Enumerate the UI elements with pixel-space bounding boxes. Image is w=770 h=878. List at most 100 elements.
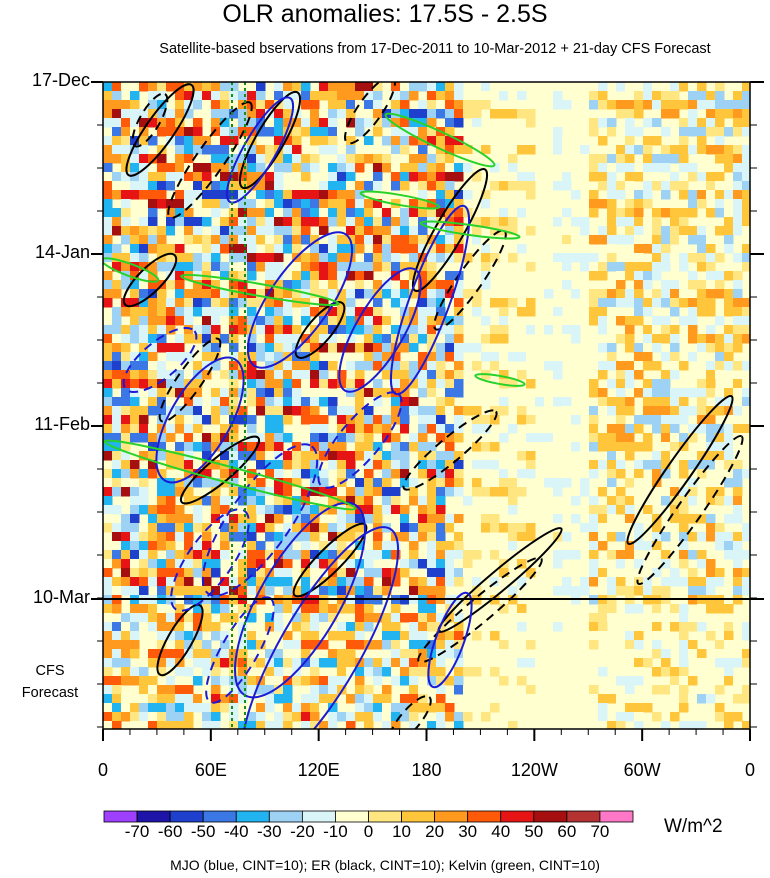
- olr-cell: [292, 622, 302, 632]
- olr-cell: [175, 406, 185, 416]
- olr-cell: [562, 235, 572, 245]
- olr-cell: [139, 109, 149, 119]
- olr-cell: [634, 370, 644, 380]
- olr-cell: [364, 712, 374, 722]
- olr-cell: [670, 442, 680, 452]
- olr-cell: [337, 451, 347, 461]
- olr-cell: [148, 532, 158, 542]
- olr-cell: [364, 433, 374, 443]
- olr-cell: [229, 496, 239, 506]
- olr-cell: [607, 190, 617, 200]
- olr-cell: [382, 262, 392, 272]
- olr-cell: [193, 523, 203, 533]
- olr-cell: [400, 235, 410, 245]
- olr-cell: [121, 199, 131, 209]
- olr-cell: [211, 406, 221, 416]
- olr-cell: [256, 703, 266, 713]
- olr-cell: [283, 460, 293, 470]
- olr-cell: [355, 199, 365, 209]
- olr-cell: [625, 127, 635, 137]
- olr-cell: [697, 136, 707, 146]
- olr-cell: [499, 640, 509, 650]
- olr-cell: [616, 577, 626, 587]
- olr-cell: [400, 568, 410, 578]
- olr-cell: [706, 496, 716, 506]
- olr-cell: [184, 622, 194, 632]
- olr-cell: [607, 262, 617, 272]
- olr-cell: [310, 676, 320, 686]
- olr-cell: [310, 298, 320, 308]
- olr-cell: [679, 280, 689, 290]
- olr-cell: [715, 118, 725, 128]
- olr-cell: [535, 244, 545, 254]
- olr-cell: [220, 541, 230, 551]
- olr-cell: [337, 460, 347, 470]
- olr-cell: [625, 676, 635, 686]
- olr-cell: [427, 118, 437, 128]
- olr-cell: [481, 154, 491, 164]
- olr-cell: [202, 91, 212, 101]
- olr-cell: [103, 235, 113, 245]
- olr-cell: [364, 613, 374, 623]
- olr-cell: [589, 568, 599, 578]
- olr-cell: [319, 181, 329, 191]
- olr-cell: [634, 640, 644, 650]
- olr-cell: [562, 478, 572, 488]
- olr-cell: [580, 244, 590, 254]
- olr-cell: [544, 586, 554, 596]
- olr-cell: [715, 460, 725, 470]
- olr-cell: [148, 703, 158, 713]
- olr-cell: [724, 145, 734, 155]
- olr-cell: [184, 127, 194, 137]
- olr-cell: [157, 685, 167, 695]
- olr-cell: [283, 397, 293, 407]
- olr-cell: [229, 649, 239, 659]
- olr-cell: [364, 622, 374, 632]
- olr-cell: [148, 244, 158, 254]
- olr-cell: [139, 415, 149, 425]
- olr-cell: [661, 262, 671, 272]
- olr-cell: [490, 325, 500, 335]
- olr-cell: [301, 568, 311, 578]
- olr-cell: [445, 289, 455, 299]
- olr-cell: [616, 316, 626, 326]
- olr-cell: [148, 208, 158, 218]
- olr-cell: [553, 307, 563, 317]
- olr-cell: [265, 406, 275, 416]
- olr-cell: [283, 451, 293, 461]
- olr-cell: [598, 667, 608, 677]
- olr-cell: [625, 559, 635, 569]
- olr-cell: [580, 217, 590, 227]
- olr-cell: [175, 604, 185, 614]
- olr-cell: [103, 559, 113, 569]
- olr-cell: [670, 100, 680, 110]
- olr-cell: [742, 379, 750, 389]
- olr-cell: [688, 640, 698, 650]
- olr-cell: [589, 190, 599, 200]
- olr-cell: [400, 145, 410, 155]
- olr-cell: [697, 460, 707, 470]
- olr-cell: [220, 181, 230, 191]
- olr-cell: [274, 469, 284, 479]
- olr-cell: [544, 253, 554, 263]
- olr-cell: [292, 604, 302, 614]
- olr-cell: [400, 361, 410, 371]
- colorbar: [103, 810, 634, 823]
- olr-cell: [175, 685, 185, 695]
- olr-cell: [679, 388, 689, 398]
- olr-cell: [184, 406, 194, 416]
- olr-cell: [436, 91, 446, 101]
- mjo-contour: [317, 391, 403, 489]
- olr-cell: [580, 667, 590, 677]
- olr-cell: [121, 415, 131, 425]
- olr-cell: [724, 334, 734, 344]
- olr-cell: [328, 604, 338, 614]
- olr-cell: [310, 478, 320, 488]
- olr-cell: [238, 694, 248, 704]
- olr-cell: [553, 361, 563, 371]
- olr-cell: [688, 208, 698, 218]
- olr-cell: [625, 136, 635, 146]
- olr-cell: [364, 118, 374, 128]
- olr-cell: [499, 271, 509, 281]
- olr-cell: [301, 541, 311, 551]
